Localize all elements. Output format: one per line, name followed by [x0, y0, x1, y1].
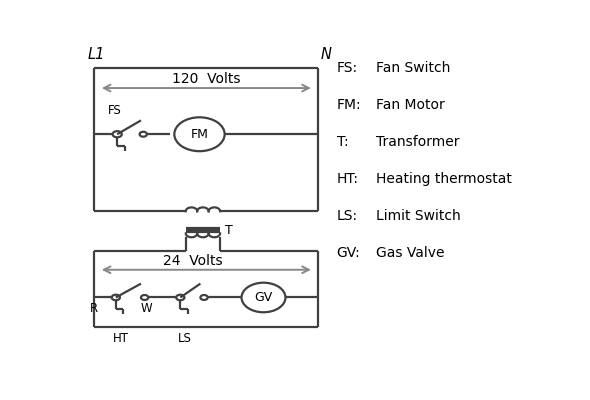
Text: GV:: GV: [337, 246, 360, 260]
Text: Gas Valve: Gas Valve [376, 246, 444, 260]
Text: R: R [90, 302, 99, 315]
Text: 120  Volts: 120 Volts [172, 72, 241, 86]
Text: T: T [225, 224, 232, 237]
Text: FS:: FS: [337, 61, 358, 75]
Text: Fan Switch: Fan Switch [376, 61, 450, 75]
Text: Transformer: Transformer [376, 135, 459, 149]
Text: GV: GV [254, 291, 273, 304]
Text: FS: FS [108, 104, 122, 117]
Text: LS: LS [178, 332, 192, 345]
Text: HT: HT [112, 332, 129, 345]
Text: FM:: FM: [337, 98, 361, 112]
Text: L1: L1 [87, 47, 105, 62]
Text: W: W [141, 302, 153, 315]
Text: FM: FM [191, 128, 208, 141]
Text: Fan Motor: Fan Motor [376, 98, 444, 112]
Text: Limit Switch: Limit Switch [376, 209, 460, 223]
Text: T:: T: [337, 135, 348, 149]
Text: N: N [321, 47, 332, 62]
Text: 24  Volts: 24 Volts [163, 254, 222, 268]
Text: HT:: HT: [337, 172, 359, 186]
Text: LS:: LS: [337, 209, 358, 223]
Text: Heating thermostat: Heating thermostat [376, 172, 512, 186]
